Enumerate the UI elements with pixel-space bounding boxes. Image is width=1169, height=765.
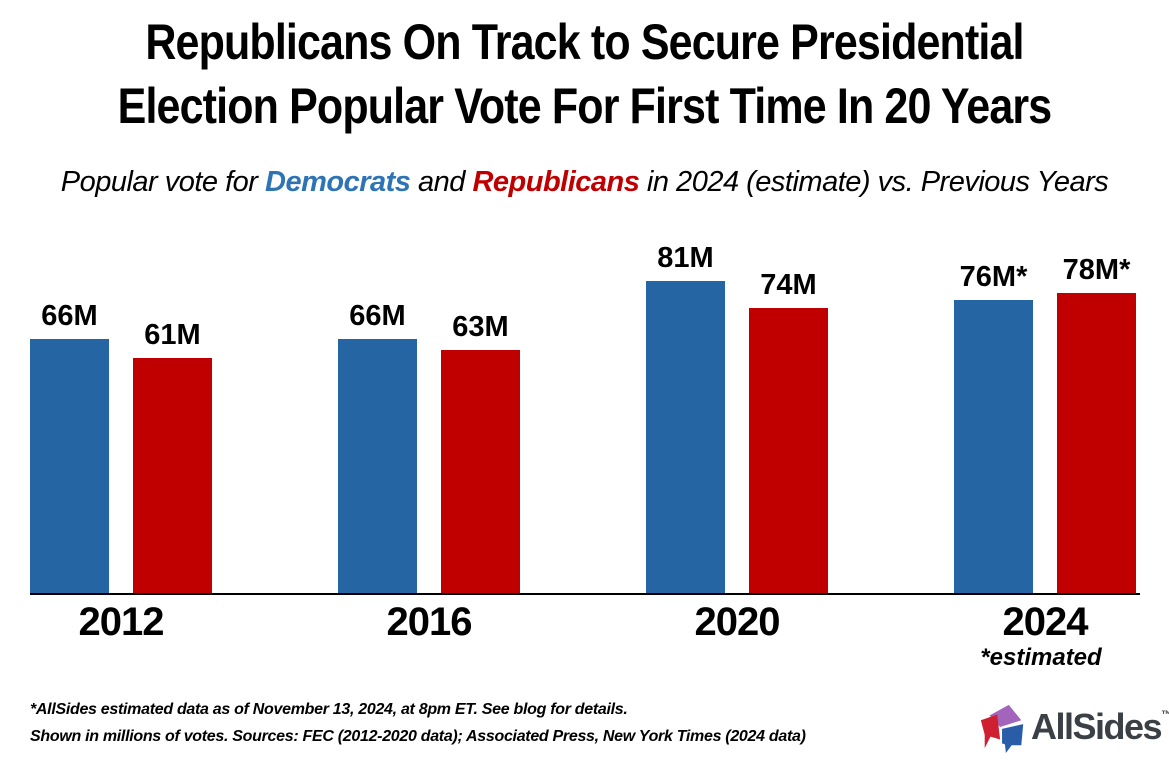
bar-value-label: 66M <box>349 300 406 332</box>
bar-republicans-2016 <box>441 350 520 593</box>
bar-value-label: 66M <box>41 300 98 332</box>
subtitle-democrats-label: Democrats <box>265 166 411 198</box>
bar-value-label: 74M <box>760 269 817 301</box>
bar-democrats-2024 <box>954 300 1033 593</box>
allsides-logo: AllSides ™ <box>977 700 1169 754</box>
category-label-2020: 2020 <box>694 600 781 644</box>
bar-value-label: 63M <box>452 311 509 343</box>
subtitle-suffix: in 2024 (estimate) vs. Previous Years <box>639 166 1109 198</box>
bar-value-label: 81M <box>657 242 714 274</box>
category-label-2012: 2012 <box>78 600 165 644</box>
subtitle-republicans-label: Republicans <box>472 166 640 198</box>
bar-democrats-2012 <box>30 339 109 593</box>
bar-republicans-2024 <box>1057 293 1136 593</box>
bar-democrats-2020 <box>646 281 725 593</box>
chart-title-line1: Republicans On Track to Secure President… <box>145 14 1024 70</box>
footnote-line2: Shown in millions of votes. Sources: FEC… <box>30 728 806 745</box>
chart-subtitle: Popular vote for Democrats and Republica… <box>0 166 1169 199</box>
bar-chart: 66M 61M 2012 66M 63M 2016 81M 74M 2020 76M* 78M* 20… <box>30 242 1140 671</box>
trademark-symbol: ™ <box>1161 709 1169 721</box>
allsides-logo-text: AllSides <box>1031 706 1163 747</box>
bar-democrats-2016 <box>338 339 417 593</box>
bar-value-label: 61M <box>144 319 201 351</box>
footnote-line1: *AllSides estimated data as of November … <box>30 701 628 718</box>
bar-value-label: 78M* <box>1062 254 1131 286</box>
x-axis-line <box>30 593 1140 595</box>
estimated-note: *estimated <box>980 644 1102 671</box>
chart-title: Republicans On Track to Secure President… <box>0 10 1169 138</box>
footnote: *AllSides estimated data as of November … <box>30 696 806 750</box>
category-label-2016: 2016 <box>386 600 473 644</box>
allsides-mark-icon <box>980 704 1024 753</box>
bar-value-label: 76M* <box>959 261 1028 293</box>
category-label-2024: 2024 <box>1002 600 1089 644</box>
bar-republicans-2012 <box>133 358 212 593</box>
subtitle-prefix: Popular vote for <box>60 166 266 198</box>
chart-title-line2: Election Popular Vote For First Time In … <box>117 78 1053 134</box>
bar-republicans-2020 <box>749 308 828 593</box>
subtitle-connector: and <box>410 166 473 198</box>
